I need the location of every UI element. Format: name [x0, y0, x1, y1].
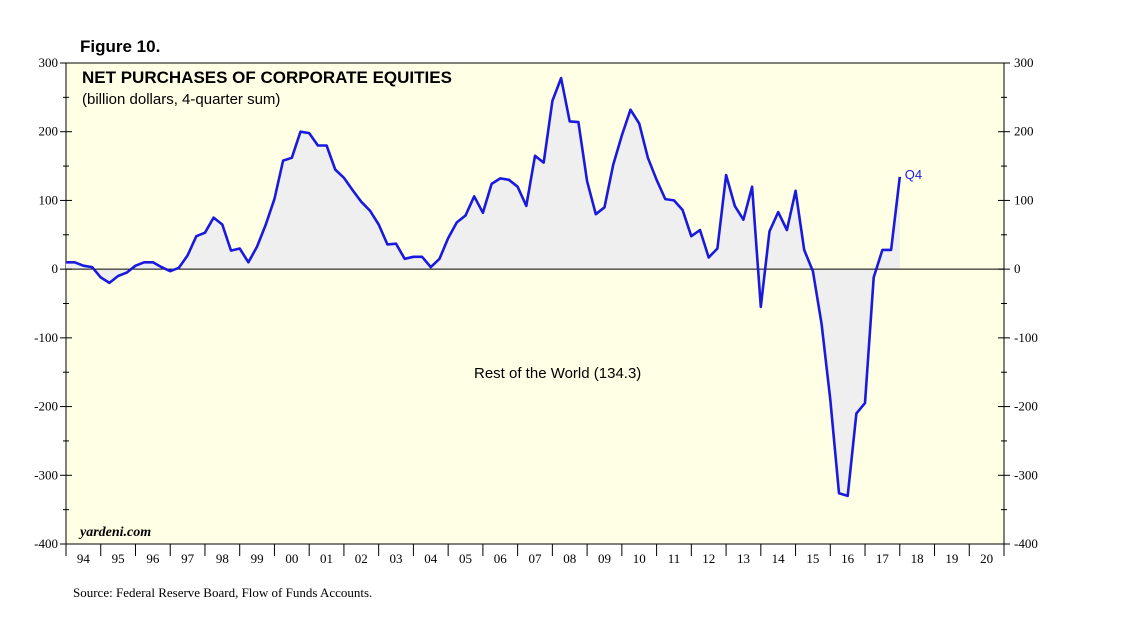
x-tick-label: 14 [772, 551, 786, 566]
y-tick-label-left: 100 [39, 192, 59, 207]
y-tick-label-left: 0 [52, 261, 59, 276]
x-tick-label: 19 [945, 551, 958, 566]
x-tick-label: 13 [737, 551, 750, 566]
y-tick-label-left: 200 [39, 124, 59, 139]
y-tick-label-right: 200 [1014, 124, 1034, 139]
x-tick-label: 03 [390, 551, 403, 566]
y-tick-label-left: -300 [34, 467, 58, 482]
x-tick-label: 09 [598, 551, 611, 566]
chart-subtitle: (billion dollars, 4-quarter sum) [82, 91, 280, 108]
y-tick-label-left: 300 [39, 55, 59, 70]
y-tick-label-right: -100 [1014, 330, 1038, 345]
chart-title: NET PURCHASES OF CORPORATE EQUITIES [82, 68, 452, 87]
figure-label: Figure 10. [80, 37, 160, 56]
x-tick-label: 12 [702, 551, 715, 566]
x-tick-label: 00 [285, 551, 298, 566]
x-tick-label: 11 [668, 551, 681, 566]
y-tick-label-right: 300 [1014, 55, 1034, 70]
y-axis: 300 300 200 200 100 100 0 0 -100 -100 -200 -200 -300… [34, 55, 1038, 551]
x-tick-label: 04 [424, 551, 438, 566]
x-tick-label: 01 [320, 551, 333, 566]
y-tick-label-right: -400 [1014, 536, 1038, 551]
x-tick-label: 96 [146, 551, 160, 566]
y-tick-label-left: -100 [34, 330, 58, 345]
series-label: Rest of the World (134.3) [474, 365, 641, 382]
x-tick-label: 15 [806, 551, 819, 566]
y-tick-label-left: -400 [34, 536, 58, 551]
x-tick-label: 02 [355, 551, 368, 566]
x-tick-label: 99 [251, 551, 264, 566]
x-tick-label: 98 [216, 551, 229, 566]
x-tick-label: 17 [876, 551, 890, 566]
x-tick-label: 95 [112, 551, 125, 566]
y-tick-label-right: 0 [1014, 261, 1021, 276]
data-points [65, 78, 900, 496]
x-tick-label: 08 [563, 551, 576, 566]
x-tick-label: 97 [181, 551, 195, 566]
x-tick-label: 10 [633, 551, 646, 566]
y-tick-label-right: 100 [1014, 192, 1034, 207]
x-tick-label: 06 [494, 551, 508, 566]
end-label: Q4 [905, 167, 922, 182]
source-note: Source: Federal Reserve Board, Flow of F… [73, 585, 372, 600]
x-tick-label: 07 [529, 551, 543, 566]
x-tick-label: 18 [911, 551, 924, 566]
x-tick-label: 94 [77, 551, 91, 566]
y-tick-label-right: -300 [1014, 467, 1038, 482]
y-tick-label-left: -200 [34, 399, 58, 414]
x-tick-label: 05 [459, 551, 472, 566]
y-tick-label-right: -200 [1014, 399, 1038, 414]
x-axis: 94 95 96 97 98 99 00 01 02 03 04 05 06 07 08 09 10 11 12 13… [65, 544, 1005, 566]
x-tick-label: 16 [841, 551, 855, 566]
x-tick-label: 20 [980, 551, 993, 566]
brand-watermark: yardeni.com [78, 525, 151, 540]
